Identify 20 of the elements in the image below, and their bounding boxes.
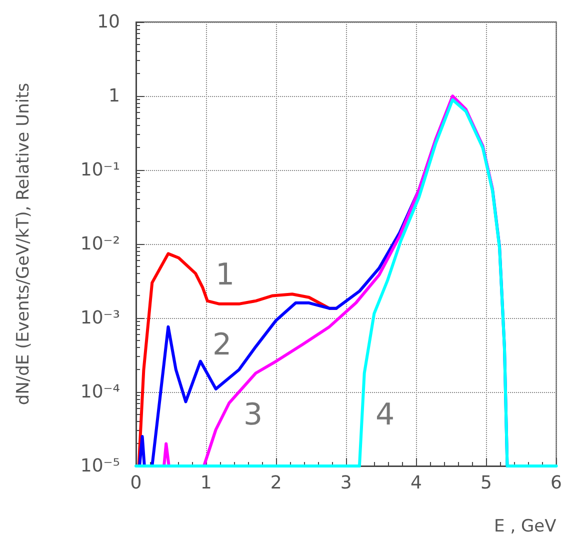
y-tick-label: 10⁻² bbox=[80, 234, 120, 254]
y-tick-label: 10⁻⁵ bbox=[80, 456, 120, 476]
series-label: 3 bbox=[243, 398, 263, 432]
x-tick-label: 2 bbox=[270, 472, 282, 494]
x-tick-label: 0 bbox=[130, 472, 142, 494]
y-tick-label: 10 bbox=[97, 12, 120, 32]
series-label: 1 bbox=[215, 258, 235, 292]
series-label: 4 bbox=[375, 398, 395, 432]
y-tick-label: 10⁻¹ bbox=[80, 160, 120, 180]
x-tick-label: 1 bbox=[200, 472, 212, 494]
y-tick-label: 10⁻⁴ bbox=[80, 382, 120, 402]
y-axis-title: dN/dE (Events/GeV/kT), Relative Units bbox=[14, 82, 34, 406]
x-tick-label: 4 bbox=[410, 472, 422, 494]
x-tick-label: 6 bbox=[550, 472, 562, 494]
y-tick-label: 10⁻³ bbox=[80, 308, 120, 328]
x-axis-title: E , GeV bbox=[494, 516, 557, 536]
series-label: 2 bbox=[212, 328, 232, 362]
y-tick-label: 1 bbox=[108, 86, 120, 106]
x-tick-label: 5 bbox=[480, 472, 492, 494]
x-tick-label: 3 bbox=[340, 472, 352, 494]
